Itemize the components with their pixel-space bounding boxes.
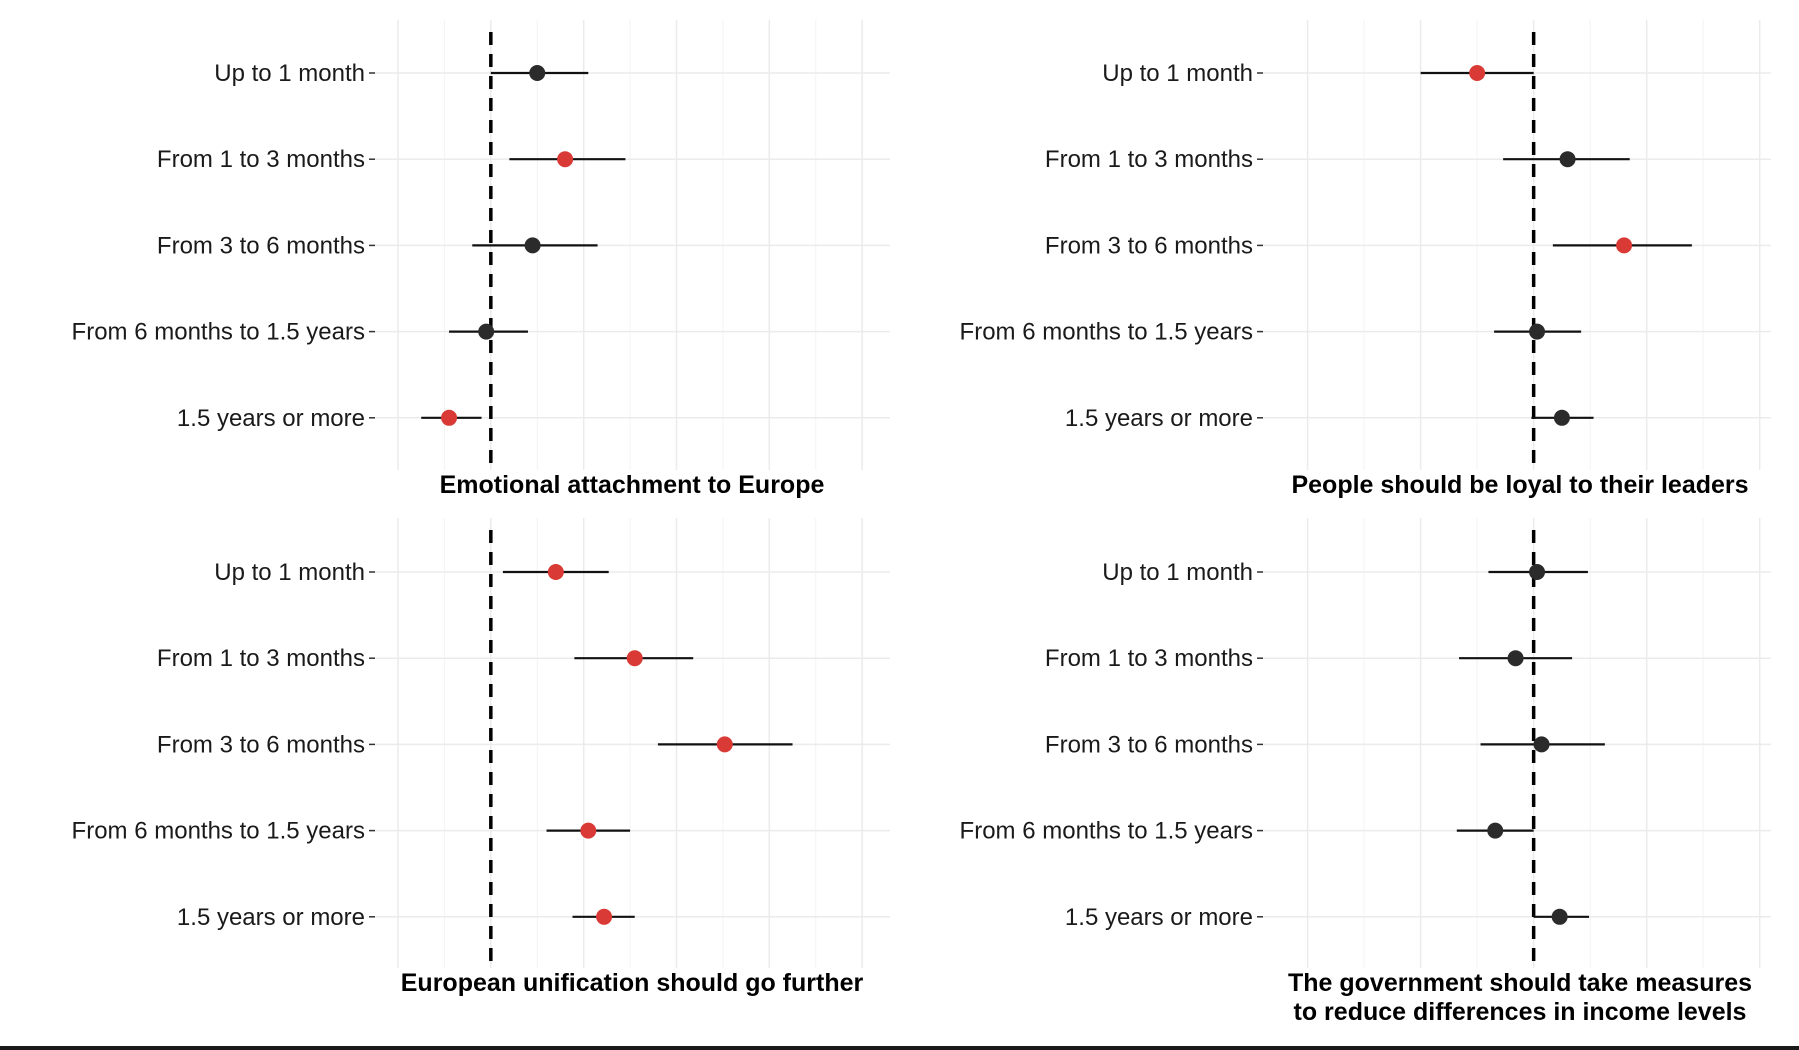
y-tick-label-2: From 3 to 6 months [1045,232,1253,259]
estimate-point-1 [626,650,643,667]
estimate-point-3 [1529,323,1546,340]
estimate-point-0 [529,65,546,81]
y-tick-label-1: From 1 to 3 months [1045,645,1253,672]
y-tick-label-2: From 3 to 6 months [157,731,365,758]
estimate-point-4 [441,409,458,426]
y-tick-label-0: Up to 1 month [214,60,365,87]
panel-title-line-0: Emotional attachment to Europe [440,471,825,499]
y-tick-label-0: Up to 1 month [1102,60,1253,87]
y-tick-label-3: From 6 months to 1.5 years [960,818,1253,845]
panel-title-2: People should be loyal to their leaders [1291,471,1748,499]
y-tick-label-4: 1.5 years or more [177,405,365,432]
panel-title-1: Emotional attachment to Europe [440,471,825,499]
estimate-point-3 [478,323,495,340]
estimate-point-2 [1616,237,1633,254]
estimate-point-4 [596,908,613,925]
estimate-point-3 [1487,822,1504,839]
estimate-point-0 [547,564,564,580]
panel-title-4: The government should take measures to re… [1288,969,1752,1026]
y-tick-label-3: From 6 months to 1.5 years [960,319,1253,346]
estimate-point-4 [1551,908,1568,925]
estimate-point-3 [580,822,597,839]
panel-4: Up to 1 month From 1 to 3 months From 3 to… [960,518,1771,1026]
y-tick-label-0: Up to 1 month [1102,559,1253,586]
estimate-point-1 [557,151,574,168]
panel-1: Up to 1 month From 1 to 3 months From 3 to… [72,20,890,499]
y-tick-label-2: From 3 to 6 months [157,232,365,259]
y-tick-label-4: 1.5 years or more [1065,904,1253,931]
y-tick-label-1: From 1 to 3 months [157,645,365,672]
y-tick-label-2: From 3 to 6 months [1045,731,1253,758]
panel-title-line-0: European unification should go further [401,969,864,997]
estimate-point-4 [1553,409,1570,426]
y-tick-label-3: From 6 months to 1.5 years [72,818,365,845]
panel-title-line-0: People should be loyal to their leaders [1291,471,1748,499]
estimate-point-1 [1559,151,1576,168]
estimate-point-0 [1529,564,1546,580]
estimate-point-0 [1469,65,1486,81]
estimate-point-2 [716,736,733,753]
y-tick-label-1: From 1 to 3 months [157,146,365,173]
y-tick-label-4: 1.5 years or more [177,904,365,931]
estimate-point-2 [1533,736,1550,753]
y-tick-label-1: From 1 to 3 months [1045,146,1253,173]
panel-title-3: European unification should go further [401,969,864,997]
bottom-edge-bar [0,1046,1799,1050]
panel-title-line-0: The government should take measures [1288,969,1752,997]
y-tick-label-4: 1.5 years or more [1065,405,1253,432]
estimate-point-2 [524,237,541,254]
panel-title-line-1: to reduce differences in income levels [1294,998,1747,1026]
y-tick-label-3: From 6 months to 1.5 years [72,319,365,346]
estimate-point-1 [1507,650,1524,667]
panel-2: Up to 1 month From 1 to 3 months From 3 to… [960,20,1771,499]
panel-3: Up to 1 month From 1 to 3 months From 3 to… [72,518,890,997]
y-tick-label-0: Up to 1 month [214,559,365,586]
